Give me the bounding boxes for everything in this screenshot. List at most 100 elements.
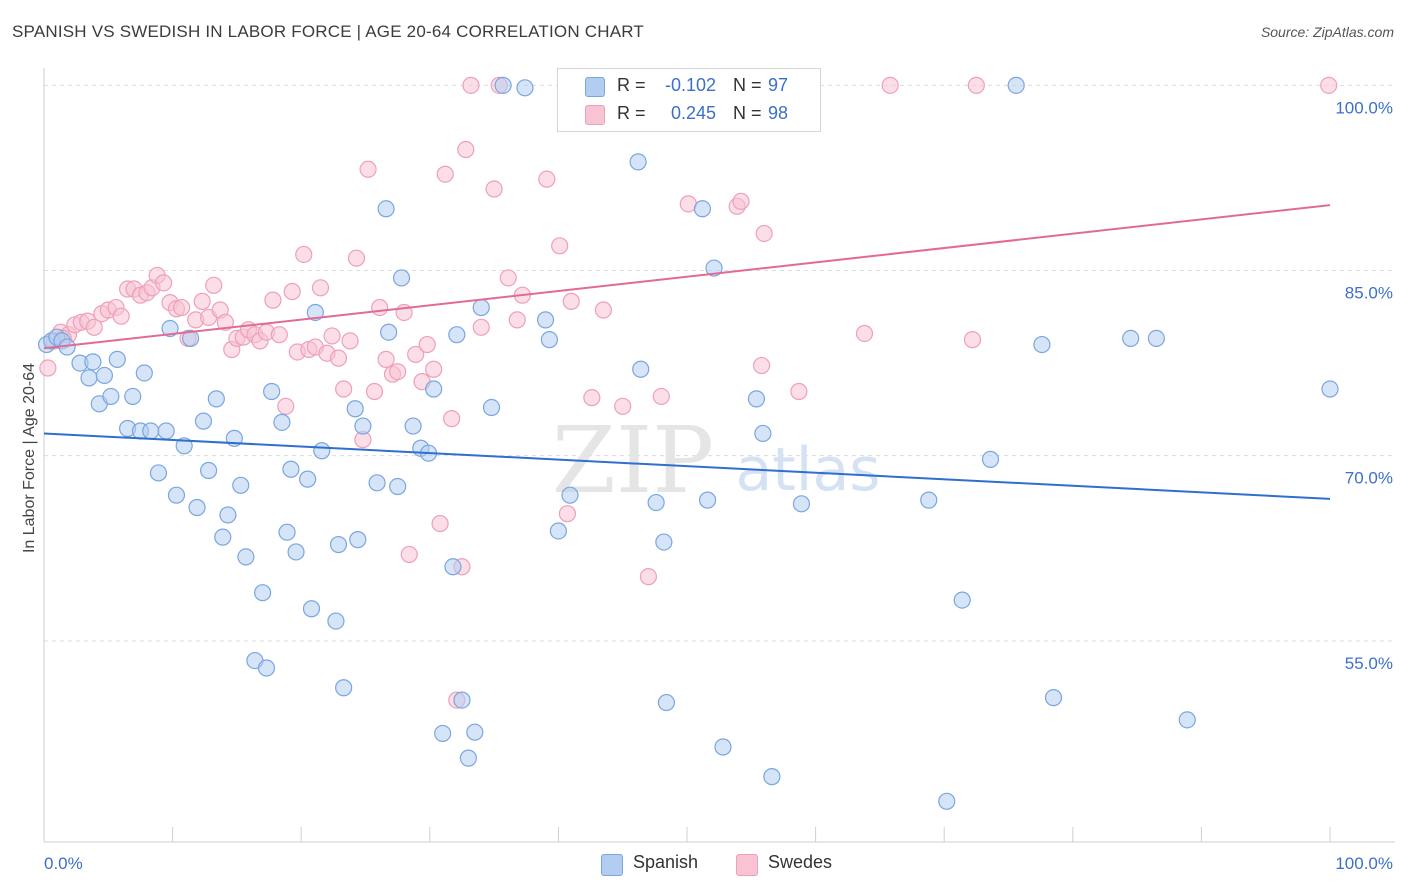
spanish-point	[254, 584, 272, 602]
swedes-point	[967, 76, 985, 94]
spanish-point	[920, 491, 938, 509]
y-tick-label: 55.0%	[1345, 654, 1393, 673]
spanish-points	[37, 76, 1339, 810]
swedes-point	[365, 382, 384, 401]
spanish-point	[135, 364, 153, 382]
spanish-point	[747, 390, 766, 408]
spanish-point	[540, 331, 558, 349]
swedes-point	[431, 514, 449, 533]
swedes-point	[418, 335, 436, 354]
spanish-point	[149, 464, 168, 482]
swedes-point	[1320, 76, 1338, 94]
spanish-trend-line	[43, 432, 1331, 500]
spanish-point	[981, 450, 1000, 468]
swedes-legend-label: Swedes	[768, 852, 833, 872]
swedes-point	[594, 301, 613, 319]
swedes-point	[732, 192, 750, 210]
spanish-point	[698, 491, 717, 509]
spanish-point	[157, 422, 175, 440]
spanish-point	[380, 323, 398, 341]
spanish-point	[1033, 335, 1051, 354]
spanish-point	[549, 522, 568, 540]
spanish-point	[214, 528, 232, 546]
spanish-point	[175, 437, 193, 455]
spanish-point	[404, 417, 422, 435]
spanish-point	[84, 353, 102, 371]
legend-r-value: -0.102	[664, 75, 716, 95]
spanish-point	[792, 495, 811, 513]
swedes-point	[216, 313, 234, 331]
swedes-point	[562, 292, 580, 310]
spanish-point	[448, 326, 466, 344]
legend-r-value: 0.245	[670, 103, 716, 123]
spanish-point	[714, 738, 732, 756]
spanish-point	[329, 535, 348, 554]
spanish-point	[1044, 689, 1063, 707]
x-tick-label: 0.0%	[44, 854, 83, 873]
swedes-point	[485, 180, 503, 198]
spanish-point	[108, 350, 126, 368]
y-tick-label: 85.0%	[1345, 284, 1393, 303]
swedes-point	[39, 359, 57, 377]
swedes-point	[311, 279, 330, 297]
swedes-point	[499, 269, 517, 287]
spanish-point	[516, 79, 534, 97]
spanish-point	[938, 792, 956, 810]
swedes-point	[85, 318, 103, 336]
spanish-point	[754, 424, 772, 443]
spanish-point	[142, 422, 160, 440]
spanish-point	[182, 329, 200, 348]
spanish-swatch	[585, 77, 605, 97]
swedes-point	[652, 387, 670, 406]
swedes-point	[436, 165, 454, 183]
spanish-point	[167, 486, 186, 504]
spanish-point	[389, 477, 407, 496]
spanish-point	[632, 360, 650, 378]
swedes-point	[264, 291, 282, 309]
spanish-point	[453, 691, 471, 709]
spanish-point	[434, 724, 452, 743]
spanish-point	[188, 498, 206, 517]
spanish-point	[368, 474, 386, 492]
swedes-point	[583, 389, 601, 407]
swedes-point	[154, 274, 173, 292]
spanish-point	[346, 400, 364, 418]
swedes-point	[457, 140, 475, 159]
spanish-point	[354, 417, 372, 435]
swedes-point	[755, 224, 773, 243]
spanish-point	[392, 269, 411, 287]
swedes-point	[963, 331, 982, 349]
swedes-point	[462, 76, 480, 94]
y-tick-labels: 100.0% 85.0% 70.0% 55.0%	[1335, 98, 1393, 672]
swedes-point	[347, 249, 366, 267]
spanish-point	[299, 470, 317, 488]
legend-row-swedes: R = 0.245 N = 98	[558, 100, 820, 128]
legend-n-label: N =	[733, 75, 762, 95]
swedes-point	[400, 545, 418, 564]
swedes-point	[359, 160, 377, 178]
spanish-point	[80, 369, 98, 387]
swedes-point	[341, 332, 359, 350]
spanish-point	[425, 380, 443, 398]
swedes-point	[443, 410, 461, 428]
bottom-legend-swedes: Swedes	[736, 852, 856, 876]
swedes-swatch	[585, 105, 605, 125]
spanish-point	[257, 659, 276, 677]
spanish-point	[237, 548, 255, 566]
x-tick-label: 100.0%	[1335, 854, 1393, 873]
watermark: ZIP atlas	[552, 407, 881, 514]
spanish-point	[273, 413, 291, 431]
spanish-point	[102, 387, 120, 406]
spanish-point	[327, 612, 345, 630]
spanish-point	[282, 460, 300, 478]
spanish-point	[629, 153, 647, 171]
swedes-point	[377, 350, 395, 368]
swedes-point	[639, 568, 658, 586]
swedes-point	[508, 311, 526, 329]
axes	[43, 68, 1395, 843]
swedes-point	[283, 282, 301, 301]
swedes-point	[881, 76, 899, 94]
spanish-point	[466, 723, 484, 741]
spanish-legend-label: Spanish	[633, 852, 699, 872]
